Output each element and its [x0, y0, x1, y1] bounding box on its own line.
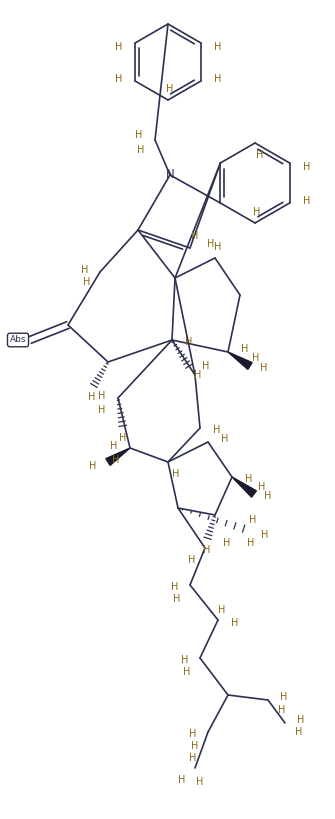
Text: H: H — [115, 74, 122, 84]
Text: H: H — [214, 242, 222, 252]
Text: H: H — [183, 667, 190, 677]
Text: H: H — [203, 545, 211, 555]
Text: H: H — [297, 715, 305, 725]
Text: H: H — [231, 618, 239, 628]
Text: H: H — [245, 474, 252, 484]
Text: H: H — [194, 370, 201, 380]
Text: H: H — [88, 392, 96, 402]
Text: H: H — [172, 469, 180, 479]
Text: H: H — [303, 162, 310, 172]
Text: H: H — [278, 705, 285, 715]
Text: H: H — [196, 777, 204, 787]
Text: H: H — [258, 482, 265, 492]
Text: H: H — [137, 145, 144, 155]
Text: H: H — [260, 363, 267, 373]
Text: H: H — [97, 405, 105, 415]
Text: H: H — [119, 433, 127, 443]
Text: H: H — [256, 150, 264, 160]
Text: H: H — [115, 42, 122, 52]
Text: H: H — [81, 265, 88, 275]
Text: H: H — [261, 530, 268, 540]
Text: Abs: Abs — [10, 336, 26, 345]
Text: H: H — [185, 337, 192, 347]
Text: H: H — [166, 84, 174, 94]
Text: H: H — [89, 461, 96, 471]
Text: H: H — [221, 434, 228, 444]
Text: H: H — [173, 594, 180, 604]
Text: H: H — [171, 582, 178, 592]
Text: H: H — [207, 239, 214, 249]
Polygon shape — [106, 448, 130, 465]
Text: H: H — [249, 515, 257, 525]
Text: H: H — [218, 605, 226, 615]
Text: H: H — [97, 391, 105, 401]
Text: H: H — [110, 441, 117, 451]
Text: H: H — [253, 207, 261, 217]
Text: H: H — [214, 74, 221, 84]
Text: H: H — [213, 425, 220, 435]
Text: H: H — [252, 353, 259, 363]
Text: H: H — [280, 692, 287, 702]
Text: H: H — [247, 538, 255, 548]
Text: H: H — [188, 555, 195, 565]
Text: H: H — [189, 729, 196, 739]
Text: H: H — [178, 775, 185, 785]
Text: H: H — [191, 231, 199, 241]
Text: H: H — [295, 727, 303, 737]
Polygon shape — [232, 477, 257, 497]
Text: H: H — [181, 655, 188, 665]
Text: H: H — [83, 277, 90, 287]
Text: H: H — [264, 491, 271, 501]
Text: H: H — [191, 741, 198, 751]
Text: H: H — [202, 361, 209, 371]
Text: H: H — [241, 344, 248, 354]
Text: H: H — [303, 196, 310, 206]
Text: H: H — [214, 42, 221, 52]
Polygon shape — [228, 352, 252, 369]
Text: N: N — [165, 169, 175, 182]
Text: H: H — [189, 753, 197, 763]
Text: H: H — [223, 538, 230, 548]
Text: H: H — [135, 130, 142, 140]
Text: H: H — [112, 455, 119, 465]
